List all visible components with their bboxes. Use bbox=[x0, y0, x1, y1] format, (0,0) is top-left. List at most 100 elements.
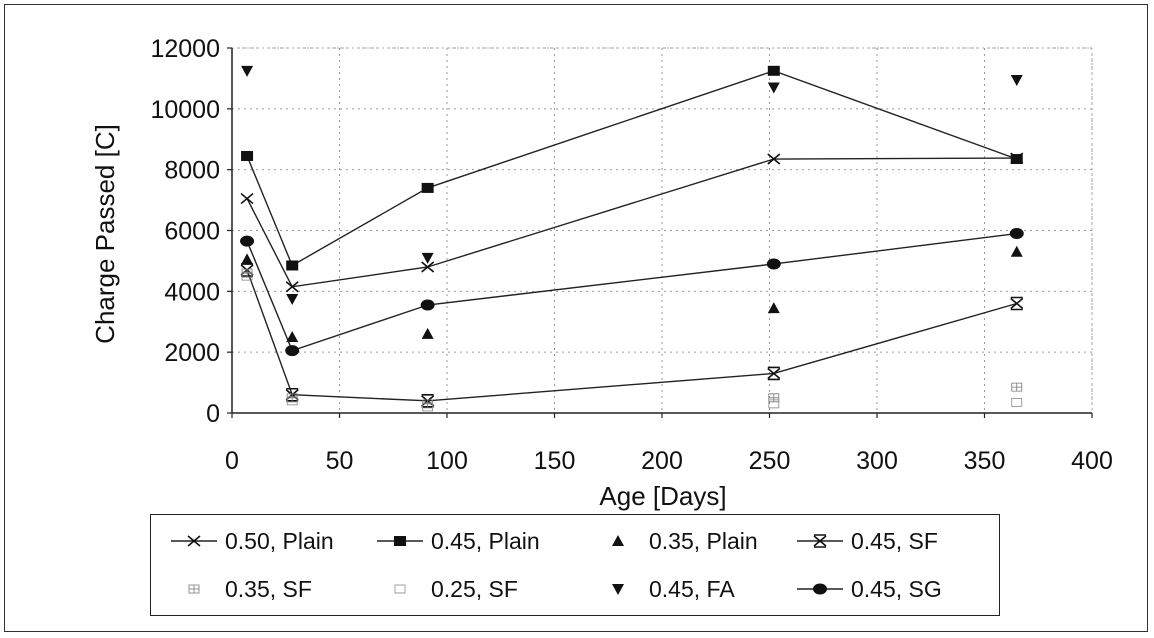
legend-item: 0.45, FA bbox=[593, 569, 735, 609]
marker-circle bbox=[285, 345, 300, 357]
series-2 bbox=[241, 245, 1023, 342]
x-axis-label: Age [Days] bbox=[599, 481, 726, 511]
marker-square-plus bbox=[768, 393, 780, 403]
marker-asterisk bbox=[1010, 296, 1024, 311]
marker-square bbox=[767, 65, 780, 76]
y-axis-label: Charge Passed [C] bbox=[90, 124, 120, 344]
legend-swatch bbox=[612, 584, 624, 595]
series-6 bbox=[241, 65, 1023, 305]
marker-square-open bbox=[1011, 397, 1023, 407]
x-tick-label: 100 bbox=[426, 447, 468, 475]
marker-square bbox=[241, 150, 254, 161]
series-layer bbox=[240, 65, 1024, 412]
y-tick-label: 8000 bbox=[164, 157, 220, 185]
y-tick-label: 12000 bbox=[150, 35, 220, 63]
marker-triangle-down bbox=[767, 82, 780, 94]
marker-square-open bbox=[394, 584, 406, 594]
y-tick-label: 0 bbox=[206, 400, 220, 428]
legend: 0.50, Plain 0.45, Plain 0.35, Plain 0.45, S… bbox=[150, 514, 1000, 616]
marker-square-open bbox=[241, 271, 253, 281]
marker-triangle-down bbox=[286, 293, 299, 305]
marker-circle bbox=[813, 583, 827, 595]
marker-square bbox=[1010, 154, 1023, 165]
marker-x bbox=[767, 153, 781, 165]
series-0 bbox=[240, 152, 1024, 293]
legend-label: 0.45, Plain bbox=[431, 527, 540, 554]
x-tick-label: 0 bbox=[225, 447, 239, 475]
legend-swatch bbox=[394, 584, 406, 594]
legend-label: 0.35, Plain bbox=[649, 527, 758, 554]
series-line bbox=[246, 70, 1017, 267]
series-4 bbox=[241, 268, 1023, 409]
legend-swatch bbox=[171, 535, 217, 547]
x-tick-label: 300 bbox=[856, 447, 898, 475]
marker-triangle-up bbox=[767, 302, 780, 314]
legend-swatch bbox=[797, 583, 843, 595]
marker-square-open bbox=[286, 396, 298, 406]
legend-swatch bbox=[377, 536, 423, 546]
marker-square-plus bbox=[188, 584, 200, 594]
x-tick-label: 250 bbox=[749, 447, 791, 475]
marker-square-plus bbox=[1011, 382, 1023, 392]
y-tick-label: 10000 bbox=[150, 96, 220, 124]
marker-x bbox=[187, 535, 201, 547]
y-tick-label: 4000 bbox=[164, 278, 220, 306]
marker-triangle-up bbox=[612, 535, 624, 546]
legend-item: 0.45, Plain bbox=[375, 521, 540, 561]
legend-swatch bbox=[612, 535, 624, 546]
marker-triangle-down bbox=[612, 584, 624, 595]
marker-square bbox=[286, 260, 299, 271]
series-7 bbox=[240, 228, 1024, 357]
marker-triangle-up bbox=[241, 253, 254, 265]
legend-label: 0.45, SF bbox=[851, 527, 938, 554]
series-3 bbox=[240, 263, 1024, 408]
legend-item: 0.45, SF bbox=[795, 521, 938, 561]
marker-triangle-down bbox=[1010, 74, 1023, 86]
marker-circle bbox=[766, 258, 781, 270]
x-tick-label: 150 bbox=[534, 447, 576, 475]
series-1 bbox=[241, 65, 1023, 271]
legend-item: 0.50, Plain bbox=[169, 521, 334, 561]
y-tick-label: 6000 bbox=[164, 218, 220, 246]
legend-item: 0.25, SF bbox=[375, 569, 518, 609]
legend-label: 0.45, SG bbox=[851, 575, 942, 602]
axes: 0 2000 4000 6000 8000 10000 12000 0 50 100 150 200 2… bbox=[150, 35, 1112, 475]
marker-square bbox=[421, 182, 434, 193]
marker-square bbox=[394, 536, 406, 546]
legend-label: 0.50, Plain bbox=[225, 527, 334, 554]
marker-square-open bbox=[422, 402, 434, 412]
marker-x bbox=[285, 281, 299, 293]
legend-swatch bbox=[797, 534, 843, 548]
series-5 bbox=[241, 271, 1023, 412]
marker-triangle-up bbox=[286, 330, 299, 342]
legend-label: 0.35, SF bbox=[225, 575, 312, 602]
marker-circle bbox=[1009, 228, 1024, 240]
legend-item: 0.35, SF bbox=[169, 569, 312, 609]
legend-label: 0.45, FA bbox=[649, 575, 735, 602]
marker-circle bbox=[420, 299, 435, 311]
series-line bbox=[246, 232, 1017, 352]
marker-x bbox=[421, 261, 435, 273]
x-tick-label: 200 bbox=[641, 447, 683, 475]
marker-asterisk bbox=[767, 366, 781, 381]
y-tick-label: 2000 bbox=[164, 339, 220, 367]
marker-triangle-up bbox=[1010, 245, 1023, 257]
figure-frame bbox=[4, 4, 1148, 632]
marker-circle bbox=[240, 235, 255, 247]
marker-triangle-up bbox=[421, 327, 434, 339]
legend-item: 0.45, SG bbox=[795, 569, 942, 609]
legend-item: 0.35, Plain bbox=[593, 521, 758, 561]
marker-triangle-down bbox=[241, 65, 254, 77]
legend-label: 0.25, SF bbox=[431, 575, 518, 602]
x-tick-label: 50 bbox=[326, 447, 354, 475]
marker-square-open bbox=[768, 399, 780, 409]
series-line bbox=[246, 269, 1017, 402]
marker-asterisk bbox=[813, 534, 827, 548]
legend-swatch bbox=[188, 584, 200, 594]
series-line bbox=[246, 157, 1017, 288]
grid bbox=[231, 47, 1093, 414]
marker-triangle-down bbox=[421, 252, 434, 264]
x-tick-label: 400 bbox=[1071, 447, 1113, 475]
marker-x bbox=[240, 192, 254, 205]
